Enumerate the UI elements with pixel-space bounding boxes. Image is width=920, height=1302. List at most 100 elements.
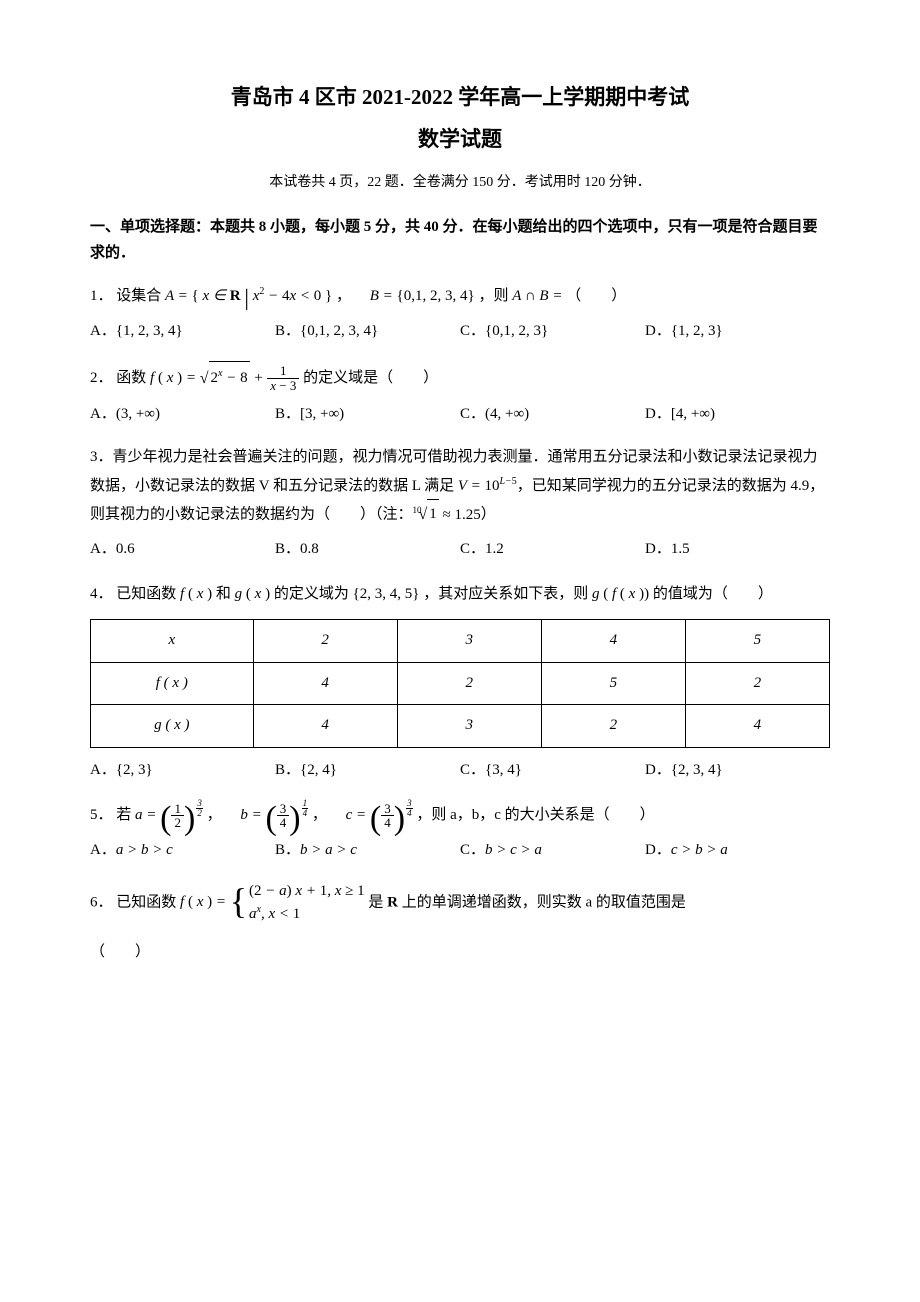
q4-C-pre: C． <box>460 762 485 778</box>
q2-opt-C: C．(4, +∞) <box>460 402 645 428</box>
q4-stem-b: 和 <box>216 586 235 602</box>
q5-opt-D: D．c > b > a <box>645 838 830 864</box>
q5-A-val: a > b > c <box>116 842 173 858</box>
q2-D-pre: D． <box>645 406 671 422</box>
question-5: 5． 若 a = (12)32 ， b = (34)14 ， c = (34)3… <box>90 799 830 832</box>
q1-num: 1． <box>90 288 113 304</box>
q2-opt-A: A．(3, +∞) <box>90 402 275 428</box>
question-2: 2． 函数 f ( x ) = √2x − 8 + 1x − 3 的定义域是（ … <box>90 361 830 396</box>
q4-options: A．{2, 3} B．{2, 4} C．{3, 4} D．{2, 3, 4} <box>90 758 830 784</box>
q1-sep1: ， <box>336 288 351 304</box>
q3-formula: V = 10L−5 <box>458 478 517 494</box>
q3-C-pre: C． <box>460 541 485 557</box>
q1-D-val: {1, 2, 3} <box>671 323 723 339</box>
q4-t-r1c3: 5 <box>541 662 685 705</box>
q6-R: R <box>387 894 398 910</box>
q2-C-val: (4, +∞) <box>485 406 529 422</box>
q4-t-r1c4: 2 <box>685 662 829 705</box>
q4-opt-C: C．{3, 4} <box>460 758 645 784</box>
q5-sep3: ，则 <box>416 807 450 823</box>
q5-C-val: b > c > a <box>485 842 542 858</box>
section-1-heading: 一、单项选择题：本题共 8 小题，每小题 5 分，共 40 分．在每小题给出的四… <box>90 215 830 266</box>
q3-num: 3． <box>90 449 113 465</box>
exam-title-line1: 青岛市 4 区市 2021-2022 学年高一上学期期中考试 <box>90 80 830 116</box>
q4-t-r2c3: 2 <box>541 705 685 748</box>
q1-opt-B: B．{0,1, 2, 3, 4} <box>275 319 460 345</box>
q4-t-r0c3: 4 <box>541 620 685 663</box>
q1-C-val: {0,1, 2, 3} <box>485 323 548 339</box>
q2-opt-B: B．[3, +∞) <box>275 402 460 428</box>
q1-opt-A: A．{1, 2, 3, 4} <box>90 319 275 345</box>
q5-sep1: ， <box>207 807 222 823</box>
question-4: 4． 已知函数 f ( x ) 和 g ( x ) 的定义域为 {2, 3, 4… <box>90 578 830 611</box>
q4-t-r0c4: 5 <box>685 620 829 663</box>
q4-t-r2c0: g ( x ) <box>91 705 254 748</box>
q3-B-pre: B． <box>275 541 300 557</box>
q1-sep2: ，则 <box>478 288 512 304</box>
q2-opt-D: D．[4, +∞) <box>645 402 830 428</box>
q6-fx: f ( x ) = {(2 − a) x + 1, x ≥ 1ax, x < 1 <box>180 894 365 910</box>
q2-num: 2． <box>90 370 113 386</box>
q4-C-val: {3, 4} <box>485 762 522 778</box>
q3-opt-C: C．1.2 <box>460 537 645 563</box>
q1-C-pre: C． <box>460 323 485 339</box>
q1-opt-D: D．{1, 2, 3} <box>645 319 830 345</box>
q6-stem-a: 已知函数 <box>116 894 180 910</box>
q2-stem-b: 的定义域是（ ） <box>303 370 438 386</box>
q4-gfx: g ( f ( x )) <box>592 586 649 602</box>
q2-C-pre: C． <box>460 406 485 422</box>
question-1: 1． 设集合 A = { x ∈ R | x2 − 4x < 0 } ， B =… <box>90 280 830 313</box>
q3-D-pre: D． <box>645 541 671 557</box>
q1-A-val: {1, 2, 3, 4} <box>116 323 183 339</box>
q5-stem-e: a，b，c 的大小关系是（ ） <box>450 807 655 823</box>
q3-root: 10√1 ≈ 1.25 <box>413 507 481 523</box>
q1-D-pre: D． <box>645 323 671 339</box>
q5-A-pre: A． <box>90 842 116 858</box>
q3-B-val: 0.8 <box>300 541 319 557</box>
q2-A-val: (3, +∞) <box>116 406 160 422</box>
q3-stem3: ） <box>481 507 496 523</box>
q4-A-val: {2, 3} <box>116 762 153 778</box>
q4-num: 4． <box>90 586 113 602</box>
q3-opt-D: D．1.5 <box>645 537 830 563</box>
table-row: x 2 3 4 5 <box>91 620 830 663</box>
q4-gx: g ( x ) <box>235 586 270 602</box>
q1-options: A．{1, 2, 3, 4} B．{0,1, 2, 3, 4} C．{0,1, … <box>90 319 830 345</box>
q4-stem-d: ，其对应关系如下表，则 <box>423 586 592 602</box>
q5-D-val: c > b > a <box>671 842 728 858</box>
q6-paren: （ ） <box>90 936 830 969</box>
q5-b: b = (34)14 <box>225 807 308 823</box>
question-3: 3．青少年视力是社会普遍关注的问题，视力情况可借助视力表测量．通常用五分记录法和… <box>90 443 830 530</box>
q1-B-val: {0,1, 2, 3, 4} <box>300 323 378 339</box>
q4-D-val: {2, 3, 4} <box>671 762 723 778</box>
q6-num: 6． <box>90 894 113 910</box>
q4-t-r0c1: 2 <box>253 620 397 663</box>
q4-opt-D: D．{2, 3, 4} <box>645 758 830 784</box>
q4-D-pre: D． <box>645 762 671 778</box>
q1-stem-a: 设集合 <box>116 288 165 304</box>
q2-fx: f ( x ) = √2x − 8 + 1x − 3 <box>150 370 299 386</box>
q3-C-val: 1.2 <box>485 541 504 557</box>
exam-title-line2: 数学试题 <box>90 122 830 158</box>
q5-opt-B: B．b > a > c <box>275 838 460 864</box>
q5-a: a = (12)32 <box>135 807 203 823</box>
q3-opt-B: B．0.8 <box>275 537 460 563</box>
q3-root-approx: ≈ 1.25 <box>439 507 481 523</box>
q4-t-r1c2: 2 <box>397 662 541 705</box>
table-row: g ( x ) 4 3 2 4 <box>91 705 830 748</box>
q2-B-pre: B． <box>275 406 300 422</box>
q3-D-val: 1.5 <box>671 541 690 557</box>
q4-table: x 2 3 4 5 f ( x ) 4 2 5 2 g ( x ) 4 3 2 … <box>90 619 830 748</box>
q1-AcapB: A ∩ B = <box>512 288 566 304</box>
question-6: 6． 已知函数 f ( x ) = {(2 − a) x + 1, x ≥ 1a… <box>90 880 830 926</box>
q4-fx: f ( x ) <box>180 586 212 602</box>
q3-A-pre: A． <box>90 541 116 557</box>
q5-C-pre: C． <box>460 842 485 858</box>
q5-D-pre: D． <box>645 842 671 858</box>
q5-c: c = (34)34 <box>331 807 413 823</box>
q5-sep2: ， <box>312 807 327 823</box>
q2-options: A．(3, +∞) B．[3, +∞) C．(4, +∞) D．[4, +∞) <box>90 402 830 428</box>
q2-D-val: [4, +∞) <box>671 406 715 422</box>
q4-t-r2c1: 4 <box>253 705 397 748</box>
q4-opt-A: A．{2, 3} <box>90 758 275 784</box>
